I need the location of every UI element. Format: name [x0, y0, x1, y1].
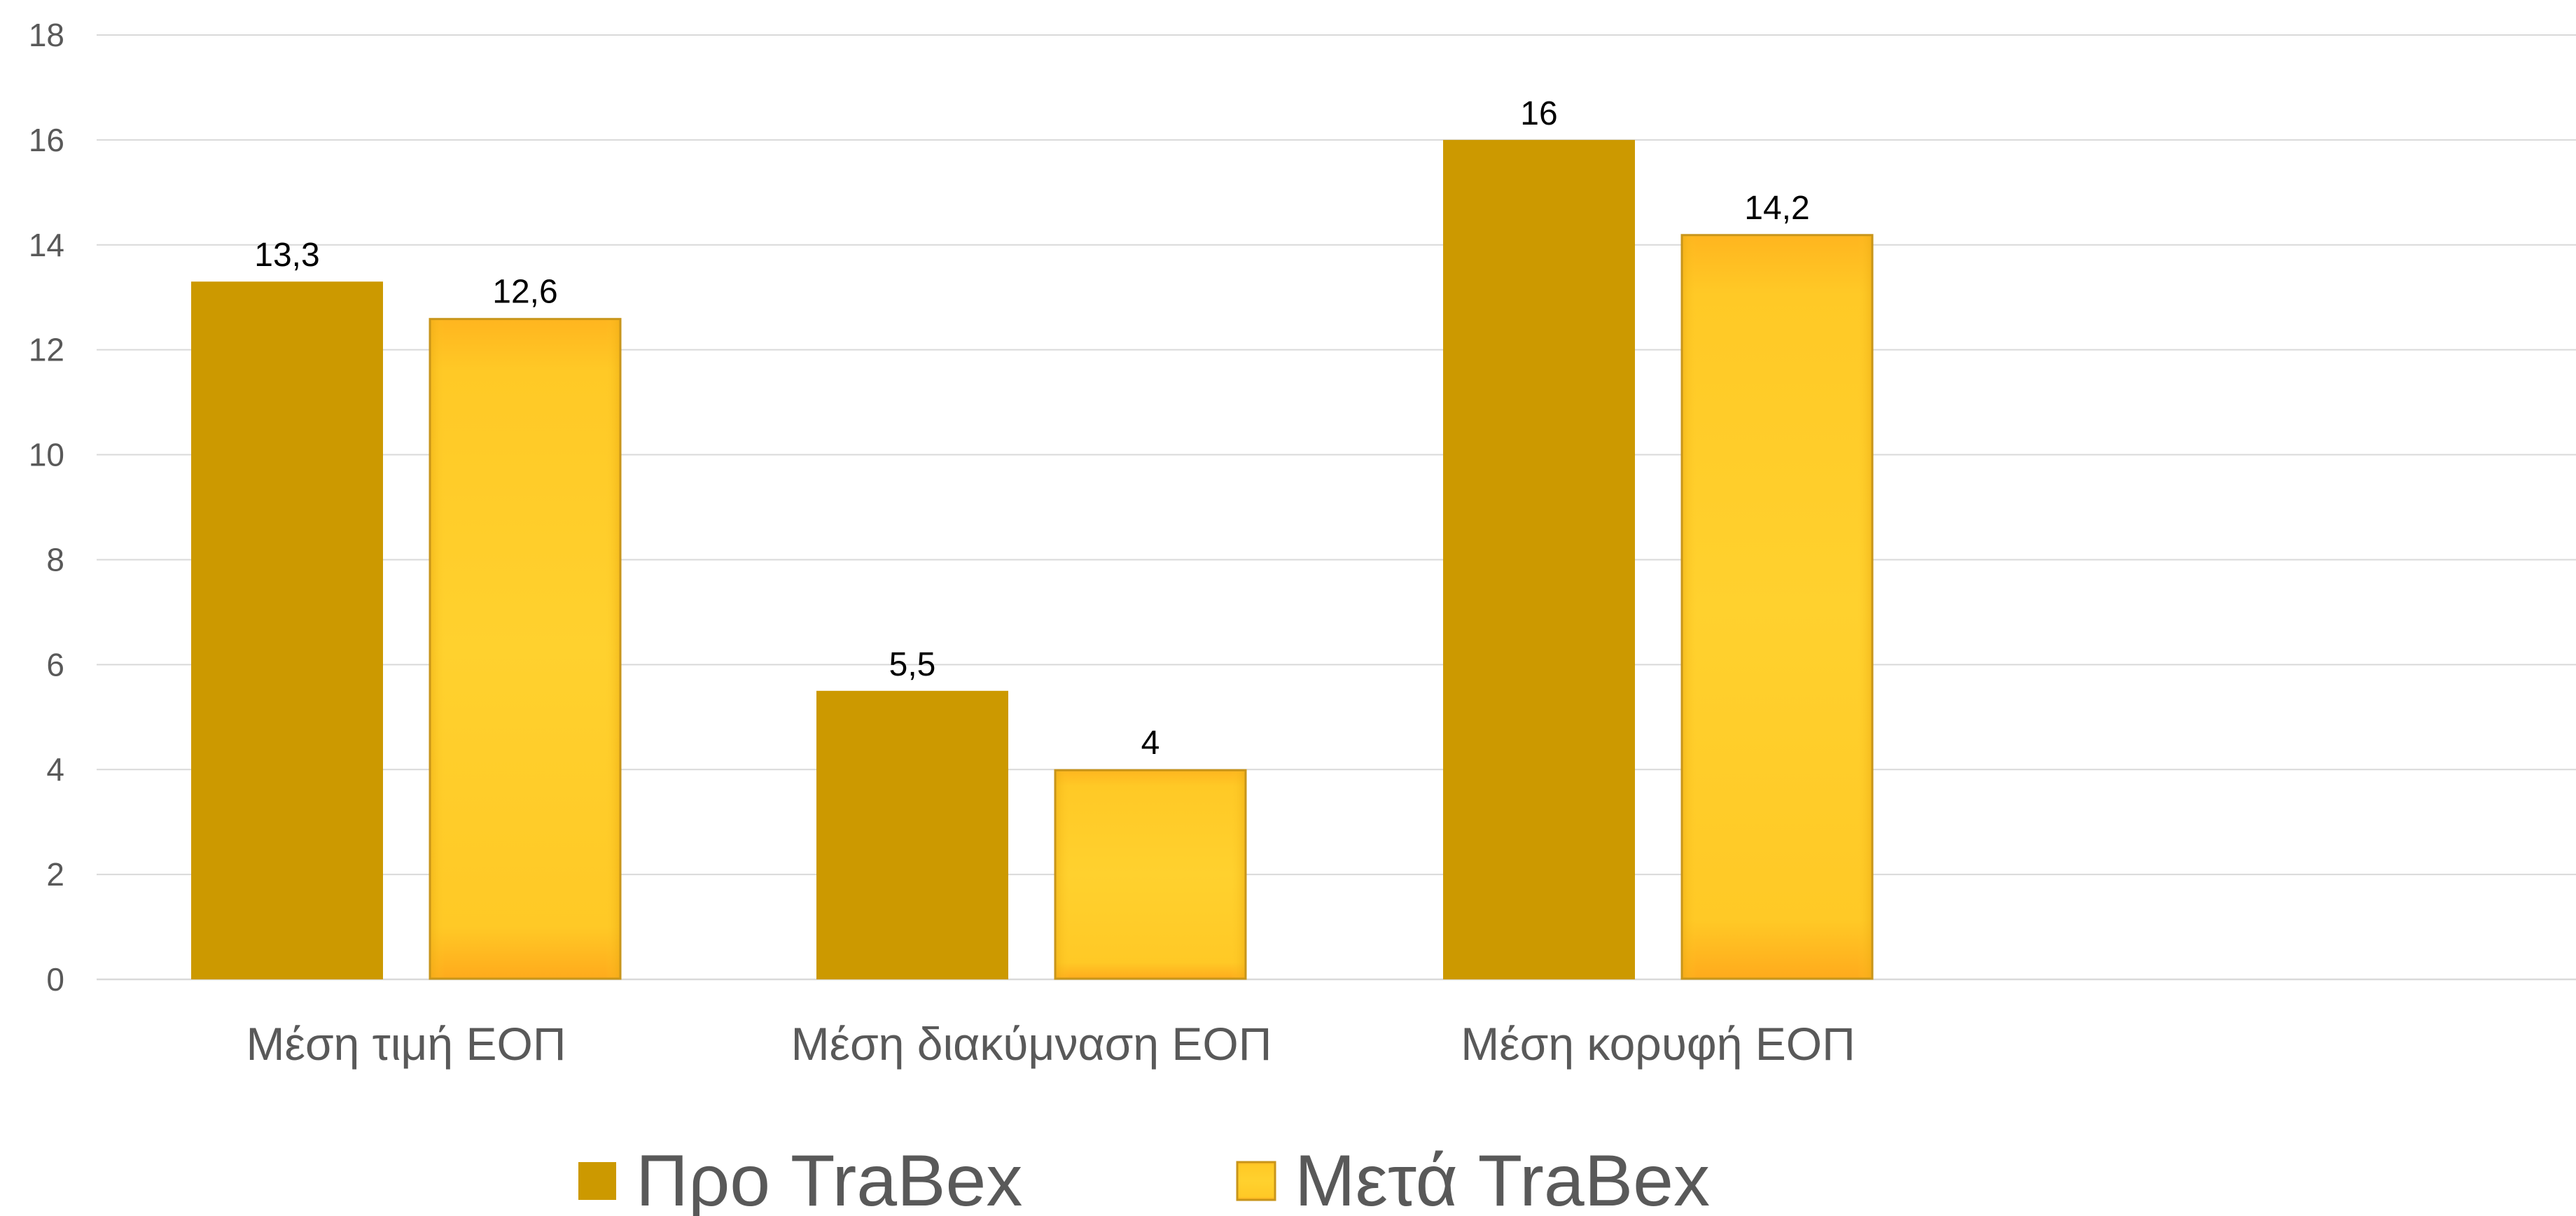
bar-post-trabex-shade [429, 319, 621, 979]
bar-post-trabex-shade [1681, 235, 1873, 979]
legend-item: Προ TraBex [578, 1140, 1022, 1216]
x-axis: Μέση τιμή ΕΟΠ Μέση διακύμναση ΕΟΠ Μέση κορ… [246, 1018, 1855, 1070]
y-tick-label: 6 [46, 646, 64, 683]
bar-pre-trabex [816, 691, 1008, 979]
y-tick-label: 0 [46, 961, 64, 998]
x-tick-label: Μέση τιμή ΕΟΠ [246, 1018, 566, 1070]
legend-label: Προ TraBex [636, 1140, 1022, 1216]
data-label: 13,3 [254, 237, 319, 274]
y-tick-label: 8 [46, 541, 64, 578]
bar-post-trabex [1681, 235, 1873, 979]
bar-post-trabex-shade [1054, 769, 1246, 979]
legend-swatch [1237, 1162, 1275, 1200]
y-tick-label: 10 [29, 437, 64, 473]
bar-pre-trabex [191, 281, 383, 979]
legend-swatch [578, 1162, 616, 1200]
y-tick-label: 4 [46, 751, 64, 788]
data-label: 16 [1520, 95, 1557, 132]
y-tick-label: 18 [29, 17, 64, 53]
y-axis: 0 2 4 6 8 10 12 14 16 18 [29, 17, 64, 998]
bar-pre-trabex [1443, 140, 1635, 979]
bar-post-trabex [1054, 769, 1246, 979]
data-label: 5,5 [889, 646, 936, 683]
x-tick-label: Μέση διακύμναση ΕΟΠ [791, 1018, 1272, 1070]
y-tick-label: 2 [46, 856, 64, 893]
legend: Προ TraBex Μετά TraBex [578, 1140, 1710, 1216]
data-label: 4 [1141, 725, 1160, 762]
legend-label: Μετά TraBex [1295, 1140, 1710, 1216]
legend-item: Μετά TraBex [1237, 1140, 1710, 1216]
data-label: 12,6 [492, 274, 557, 311]
x-tick-label: Μέση κορυφή ΕΟΠ [1461, 1018, 1856, 1070]
y-tick-label: 12 [29, 332, 64, 368]
data-label: 14,2 [1744, 190, 1809, 227]
y-tick-label: 14 [29, 227, 64, 263]
bar-post-trabex [429, 319, 621, 979]
y-tick-label: 16 [29, 122, 64, 158]
